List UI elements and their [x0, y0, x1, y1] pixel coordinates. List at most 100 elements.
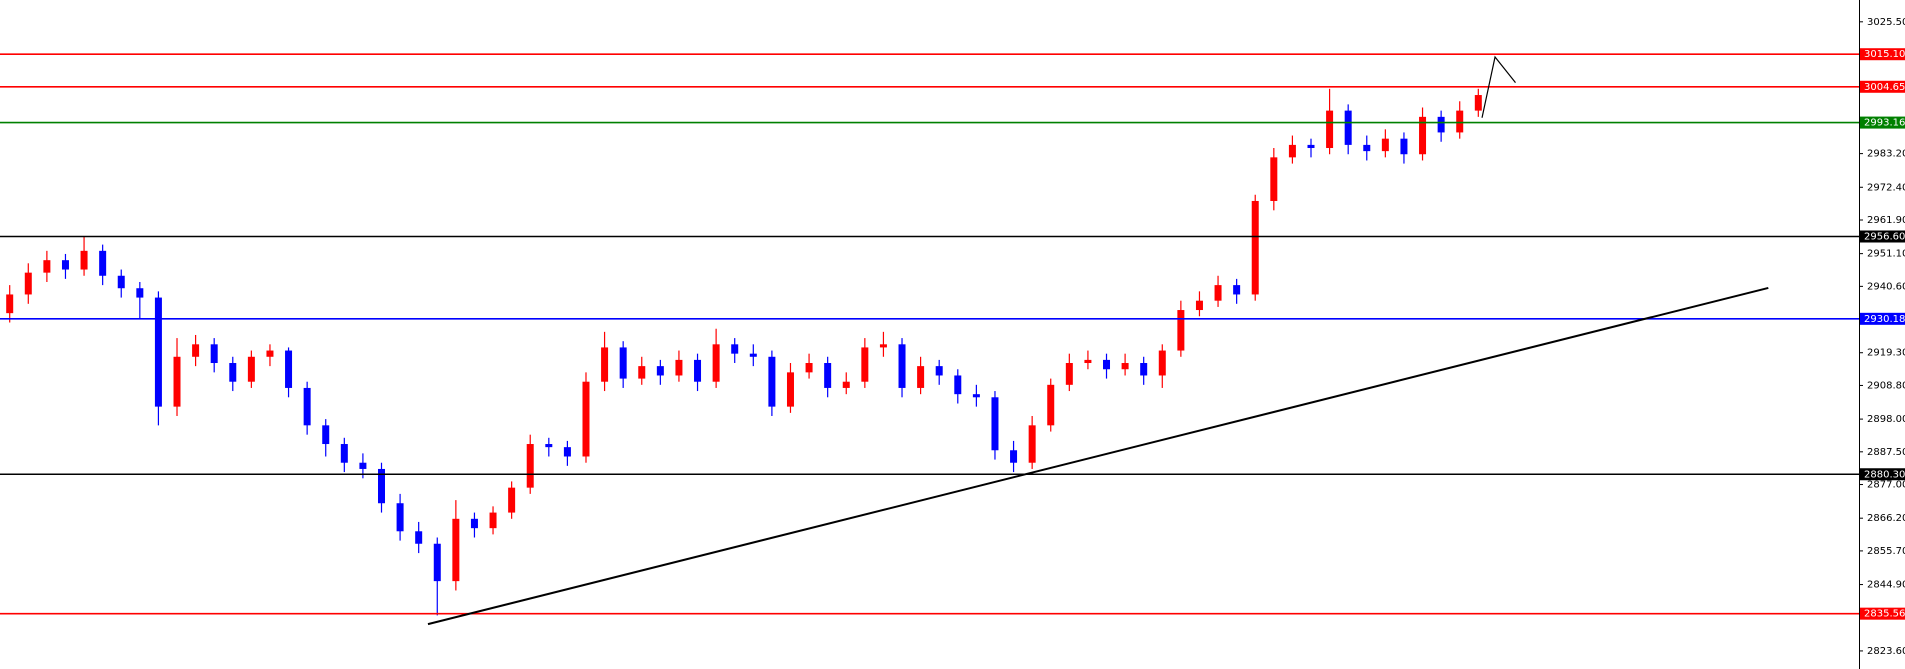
candle-body [675, 359, 683, 376]
candle-body [917, 366, 925, 388]
candle-body [1233, 285, 1241, 295]
candle-body [415, 531, 423, 544]
candle-body [1028, 425, 1036, 463]
candle-body [991, 397, 999, 451]
y-tick-label: 2887.50 [1867, 447, 1905, 458]
candle-body [935, 366, 943, 376]
candle-body [1158, 350, 1166, 376]
candle-body [6, 294, 14, 314]
candle-body [619, 347, 627, 379]
candle-body [1456, 110, 1464, 133]
candle-body [972, 394, 980, 398]
candle-body [1251, 200, 1259, 295]
candle-body [954, 375, 962, 395]
candle-body [638, 366, 646, 379]
y-tick-label: 2983.20 [1867, 149, 1905, 160]
candle-body [136, 288, 144, 298]
candle-body [786, 372, 794, 407]
candle-body [694, 359, 702, 382]
y-tick-label: 2908.80 [1867, 380, 1905, 391]
candle-body [842, 381, 850, 388]
level-label: 2835.56 [1864, 609, 1905, 620]
level-label-box [1860, 80, 1905, 93]
candle-body [1419, 116, 1427, 155]
y-tick-label: 3025.50 [1867, 17, 1905, 28]
y-tick-label: 2972.40 [1867, 182, 1905, 193]
candle-body [117, 275, 125, 289]
y-tick-label: 2961.90 [1867, 215, 1905, 226]
candle-body [1437, 116, 1445, 133]
candle-body [1288, 144, 1296, 158]
candle-body [285, 350, 293, 388]
y-tick-label: 2855.70 [1867, 546, 1905, 557]
level-label: 2993.16 [1864, 118, 1905, 129]
candle-body [1270, 157, 1278, 201]
trendline [427, 286, 1769, 626]
candle-body [1474, 95, 1482, 111]
candle-body [1084, 359, 1092, 364]
candle-body [1065, 363, 1073, 385]
level-label: 3015.10 [1864, 49, 1905, 60]
level-label: 2880.30 [1864, 469, 1905, 480]
candle-body [229, 363, 237, 382]
candle-body [1140, 363, 1148, 376]
candle-body [489, 512, 497, 529]
candle-body [898, 344, 906, 388]
candle-body [526, 444, 534, 488]
candle-body [805, 363, 813, 373]
level-label-box [1860, 230, 1905, 243]
level-label-box [1860, 48, 1905, 61]
candle-body [656, 366, 664, 376]
candle-body [1400, 138, 1408, 155]
candle-body [1177, 310, 1185, 351]
candle-body [712, 344, 720, 382]
candle-body [61, 260, 69, 270]
candle-body [340, 444, 348, 463]
y-tick-label: 2940.60 [1867, 281, 1905, 292]
candle-body [545, 444, 553, 448]
y-tick-label: 2951.10 [1867, 249, 1905, 260]
candle-body [1344, 110, 1352, 145]
level-label-box [1860, 468, 1905, 481]
candle-body [470, 518, 478, 529]
candle-body [1214, 285, 1222, 301]
candle-body [861, 347, 869, 382]
candle-body [1363, 144, 1371, 152]
candle-body [43, 260, 51, 273]
level-label-box [1860, 312, 1905, 325]
candle-body [154, 297, 162, 407]
level-label: 2930.18 [1864, 314, 1905, 325]
candle-body [1103, 359, 1111, 370]
candle-body [1047, 384, 1055, 426]
level-label: 3004.65 [1864, 82, 1905, 93]
candle-body [601, 347, 609, 382]
level-label-box [1860, 607, 1905, 620]
candle-body [247, 356, 255, 382]
y-tick-label: 2919.30 [1867, 348, 1905, 359]
candle-body [1121, 363, 1129, 370]
candle-body [1010, 450, 1018, 463]
candle-body [24, 272, 32, 295]
candle-body [378, 468, 385, 504]
y-tick-label: 2877.00 [1867, 480, 1905, 491]
candle-body [192, 344, 200, 357]
candle-body [768, 356, 776, 407]
candle-body [396, 503, 404, 532]
candle-body [563, 447, 571, 457]
candle-body [452, 518, 460, 582]
candle-body [359, 462, 367, 469]
y-tick-label: 2866.20 [1867, 513, 1905, 524]
candle-body [80, 250, 88, 270]
candle-body [824, 363, 832, 388]
y-tick-label: 2844.90 [1867, 580, 1905, 591]
candle-body [879, 344, 887, 348]
candle-body [1381, 138, 1389, 152]
y-tick-label: 2823.60 [1867, 646, 1905, 657]
candle-body [582, 381, 590, 457]
y-tick-label: 2898.00 [1867, 414, 1905, 425]
candle-body [731, 344, 739, 354]
candle-body [508, 487, 516, 513]
level-label: 2956.60 [1864, 232, 1905, 243]
